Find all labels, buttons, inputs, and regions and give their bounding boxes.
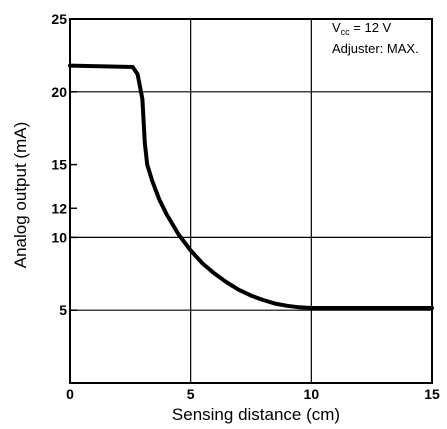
y-tick-label: 20 [51,84,67,100]
ticks-layer: 5 10 12 15 20 25 0 5 10 15 [51,11,440,402]
y-tick-label: 12 [51,200,67,216]
y-tick-label: 5 [59,302,67,318]
x-tick-label: 10 [304,386,320,402]
annotation-box: Vcc = 12 V Adjuster: MAX. [332,20,419,56]
plot-frame [69,18,433,384]
y-tick-label: 25 [51,11,67,27]
grid-layer [70,18,433,383]
series-layer [68,63,434,310]
annotation-vcc: Vcc = 12 V [332,20,392,37]
x-tick-label: 0 [66,386,74,402]
annotation-adjuster: Adjuster: MAX. [332,41,419,56]
x-axis-label: Sensing distance (cm) [172,405,340,424]
x-tick-label: 15 [424,386,440,402]
x-tick-label: 5 [187,386,195,402]
y-axis-label: Analog output (mA) [11,122,30,268]
y-tick-label: 10 [51,229,67,245]
y-tick-label: 15 [51,157,67,173]
series-line [68,63,434,310]
